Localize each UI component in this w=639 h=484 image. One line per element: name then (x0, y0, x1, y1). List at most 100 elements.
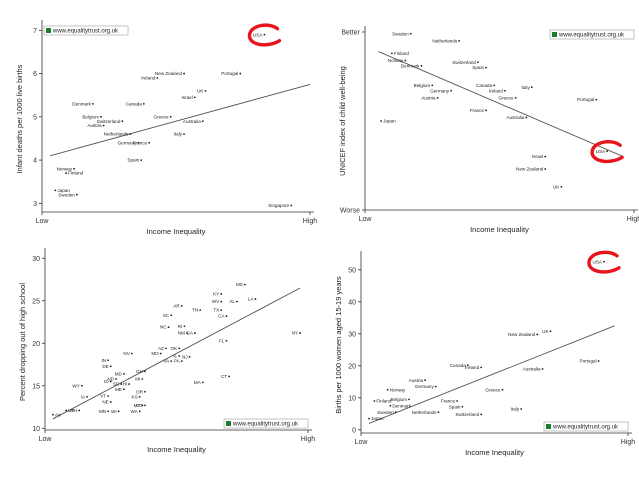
data-point-spain: Spain (127, 158, 143, 163)
x-tick-label: High (301, 436, 316, 443)
point-label: New Zealand (508, 332, 536, 337)
point-marker (138, 410, 141, 413)
x-tick-label: High (627, 216, 639, 223)
y-tick-label: 40 (348, 299, 356, 306)
point-marker (404, 59, 407, 62)
data-point-japan: Japan (54, 188, 70, 193)
point-marker (128, 383, 131, 385)
data-point-mo: MO (151, 351, 162, 356)
point-marker (503, 89, 506, 92)
point-marker (107, 395, 110, 397)
data-point-nc: NC (160, 325, 170, 330)
point-label: France (133, 140, 148, 145)
data-point-norway: Norway (388, 58, 407, 63)
point-label: UK (197, 88, 204, 93)
point-label: Italy (174, 132, 183, 137)
badge-icon (46, 28, 51, 33)
data-point-austria: Austria (421, 95, 439, 100)
point-label: UK (553, 184, 560, 189)
point-label: HI (123, 382, 128, 387)
point-label: WI (111, 409, 117, 414)
data-point-nv: NV (123, 351, 133, 356)
data-point-austria: Austria (87, 123, 105, 128)
highlight-circle (587, 250, 621, 274)
data-point-il: IL (173, 354, 181, 359)
point-label: Australia (183, 119, 201, 124)
data-point-italy: Italy (174, 132, 185, 137)
point-marker (549, 330, 552, 333)
y-tick-label: 15 (32, 383, 40, 390)
data-point-mi: MI (135, 377, 144, 382)
point-marker (183, 133, 185, 136)
data-point-new-zealand: New Zealand (508, 332, 539, 337)
point-marker (436, 96, 439, 99)
point-label: Belgium (390, 397, 407, 402)
data-point-germany: Germany (118, 140, 140, 145)
point-marker (140, 159, 143, 161)
chart-high-school-dropout: Low High 10 15 20 25 30 Income Inequality Percen… (0, 240, 319, 479)
point-label: Spain (472, 65, 484, 70)
point-marker (141, 378, 144, 380)
point-label: Ireland (141, 76, 155, 81)
point-label: Austria (409, 378, 424, 383)
point-label: Portugal (580, 359, 597, 364)
point-label: IL (173, 354, 177, 359)
badge-icon (546, 424, 551, 429)
point-label: MO (151, 351, 159, 356)
highlight-circle (247, 23, 282, 47)
point-marker (137, 141, 140, 144)
data-point-nd: ND (107, 377, 117, 382)
data-point-finland: Finland (65, 171, 84, 176)
trend-line (378, 51, 624, 158)
x-tick-label: Low (39, 436, 53, 443)
point-marker (458, 40, 461, 42)
point-label: Finland (68, 171, 84, 176)
point-label: Norway (388, 58, 404, 63)
point-marker (480, 366, 483, 369)
y-axis-title: UNICEF index of child well-being (338, 66, 347, 176)
chart-svg: Low High 3 4 5 6 7 Income Inequality Infant deat… (15, 20, 317, 236)
point-label: SC (163, 313, 170, 318)
point-label: Japan (383, 119, 396, 124)
chart-child-wellbeing: Low High Better Worse Income Inequality UNICE… (320, 0, 639, 239)
data-point-ireland: Ireland (465, 365, 483, 370)
point-label: NH (71, 408, 78, 413)
point-marker (225, 315, 228, 317)
data-point-ma: MA (194, 380, 204, 385)
point-marker (183, 325, 186, 328)
data-point-md: MD (115, 371, 125, 376)
point-marker (290, 204, 293, 207)
point-marker (109, 365, 112, 368)
point-marker (536, 333, 539, 336)
point-marker (183, 72, 185, 75)
point-marker (480, 413, 483, 416)
point-marker (236, 300, 238, 303)
point-marker (456, 400, 459, 402)
x-tick-label: Low (36, 218, 50, 225)
data-point-greece: Greece (499, 95, 517, 100)
point-label: Portugal (577, 97, 594, 102)
point-marker (138, 395, 141, 398)
data-point-australia: Australia (507, 115, 528, 120)
point-label: AK (55, 412, 62, 417)
point-label: Portugal (221, 71, 238, 76)
point-marker (220, 309, 223, 312)
data-point-ct: CT (221, 374, 231, 379)
point-marker (220, 300, 223, 303)
point-label: Sweden (377, 410, 394, 415)
badge-text: www.equalitytrust.org.uk (52, 29, 119, 35)
y-tick-label: 10 (32, 426, 40, 433)
point-label: CO (136, 403, 143, 408)
y-tick-label: 4 (33, 158, 37, 165)
point-label: IN (102, 358, 107, 363)
data-point-ut: UT (65, 408, 74, 413)
point-marker (193, 96, 196, 99)
data-point-spain: Spain (449, 404, 464, 409)
point-marker (204, 89, 207, 92)
data-point-belgium: Belgium (414, 83, 434, 88)
point-label: Israel (182, 95, 193, 100)
point-label: IA (81, 394, 86, 399)
point-label: Ireland (465, 365, 479, 370)
data-point-in: IN (102, 358, 110, 363)
point-label: OK (170, 346, 178, 351)
